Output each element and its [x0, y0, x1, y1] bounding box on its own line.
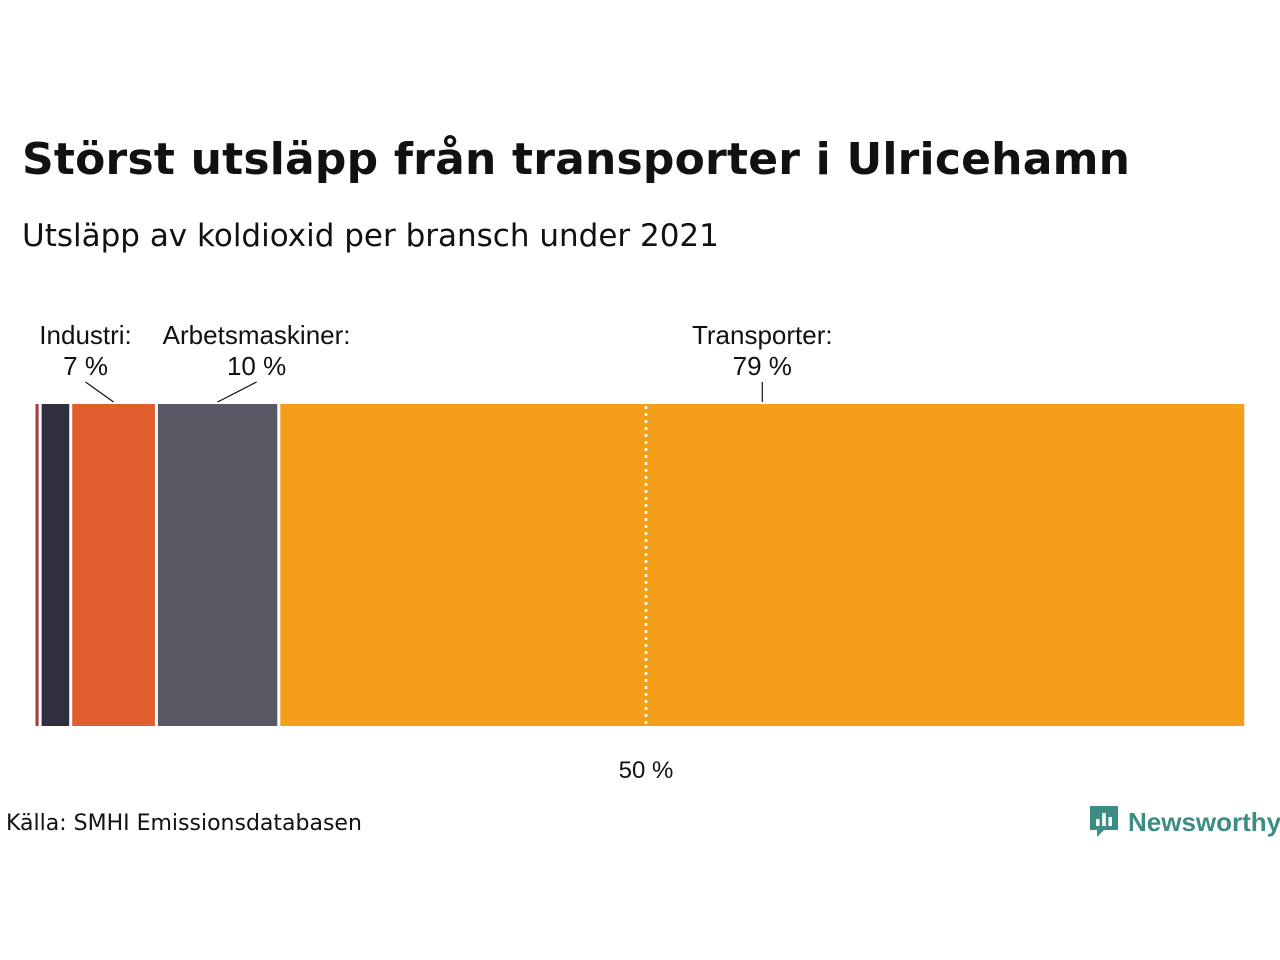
newsworthy-logo-icon	[1090, 806, 1118, 837]
segment-label-industri: Industri:	[39, 320, 132, 350]
segment-value-transporter: 79 %	[733, 351, 792, 381]
source-note: Källa: SMHI Emissionsdatabasen	[6, 811, 362, 836]
newsworthy-brand[interactable]: Newsworthy	[1088, 804, 1280, 840]
bar-segment-unnamed-1	[41, 404, 70, 726]
brand-name: Newsworthy	[1128, 806, 1280, 837]
chart-title: Störst utsläpp från transporter i Ulrice…	[22, 134, 1131, 185]
segment-value-industri: 7 %	[63, 351, 108, 381]
segment-label-arbetsmaskiner: Arbetsmaskiner:	[163, 320, 351, 350]
segment-labels: Industri:7 % Arbetsmaskiner:10 % Transport…	[39, 320, 833, 403]
bar-segment-arbetsmaskiner	[157, 404, 278, 726]
reference-line-label: 50 %	[619, 757, 674, 784]
segment-label-transporter: Transporter:	[692, 320, 833, 350]
bar-segments	[35, 404, 1245, 726]
segment-leader-industri	[85, 381, 114, 403]
stacked-bar-chart: Industri:7 % Arbetsmaskiner:10 % Transport…	[35, 320, 1245, 784]
bar-segment-unnamed-0	[35, 404, 39, 726]
segment-value-arbetsmaskiner: 10 %	[227, 351, 286, 381]
chart-subtitle: Utsläpp av koldioxid per bransch under 2…	[22, 218, 719, 254]
bar-segment-industri	[72, 404, 155, 726]
bar-segment-transporter	[280, 404, 1245, 726]
segment-leader-arbetsmaskiner	[217, 381, 257, 403]
